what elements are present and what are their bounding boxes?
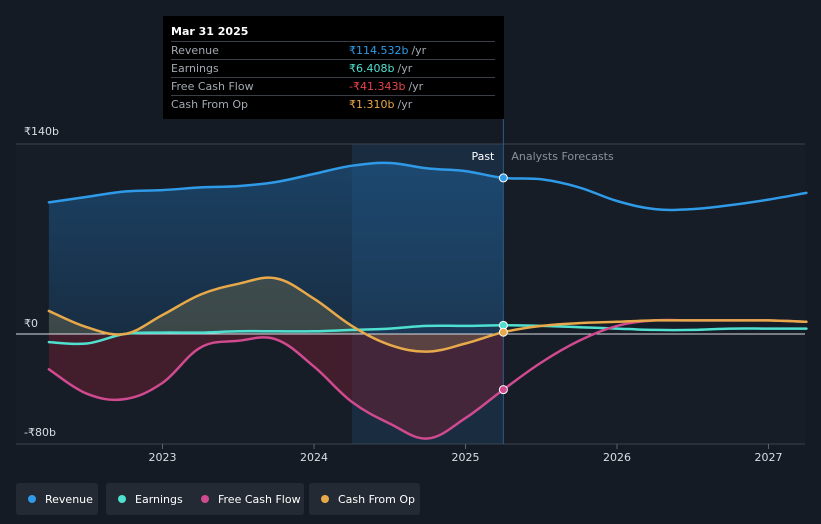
x-tick-label: 2025 [452,451,480,464]
cash-from-op-point-marker [498,327,508,337]
legend-dot-icon [118,495,126,503]
past-label: Past [471,150,495,163]
revenue-line [47,161,808,212]
tooltip-row: Free Cash Flow -₹41.343b/yr [171,77,495,95]
free-cash-flow-area [48,334,504,439]
tooltip-date: Mar 31 2025 [171,25,249,38]
legend-label: Cash From Op [338,492,416,506]
legend-dot-icon [321,495,329,503]
legend-item-revenue[interactable]: Revenue [16,483,98,515]
x-tick-label: 2024 [300,451,328,464]
revenue-point-marker [498,173,508,183]
tooltip-unit: /yr [397,98,413,111]
tooltip-row: Cash From Op ₹1.310b/yr [171,95,495,113]
y-tick-label: ₹0 [24,317,38,330]
tooltip-unit: /yr [397,62,413,75]
legend-label: Earnings [135,492,183,506]
legend-item-earnings[interactable]: Earnings [106,483,197,515]
tooltip-value: ₹114.532b [349,44,409,57]
tooltip-unit: /yr [408,80,424,93]
tooltip-value: ₹6.408b [349,62,395,75]
x-tick-label: 2023 [149,451,177,464]
tooltip-label: Revenue [171,44,219,57]
revenue-area [48,162,504,334]
tooltip-row: Earnings ₹6.408b/yr [171,59,495,77]
y-tick-label: -₹80b [24,426,56,439]
tooltip-value: ₹1.310b [349,98,395,111]
legend-item-free-cash-flow[interactable]: Free Cash Flow [189,483,304,515]
legend-label: Revenue [45,492,93,506]
legend-label: Free Cash Flow [218,492,301,506]
tooltip-label: Cash From Op [171,98,249,111]
legend-dot-icon [201,495,209,503]
tooltip-value: -₹41.343b [349,80,406,93]
tooltip-label: Earnings [171,62,219,75]
free-cash-flow-point-marker [498,385,508,395]
legend-item-cash-from-op[interactable]: Cash From Op [309,483,420,515]
tooltip-label: Free Cash Flow [171,80,254,93]
forecast-label: Analysts Forecasts [511,150,614,163]
legend-dot-icon [28,495,36,503]
x-tick-label: 2027 [755,451,783,464]
tooltip: Mar 31 2025 Revenue ₹114.532b/yr Earnings ₹… [163,16,504,119]
earnings-line [47,324,808,346]
tooltip-unit: /yr [411,44,427,57]
tooltip-row: Revenue ₹114.532b/yr [171,41,495,59]
y-tick-label: ₹140b [24,125,59,138]
x-tick-label: 2026 [603,451,631,464]
cash-from-op-line [47,276,808,353]
